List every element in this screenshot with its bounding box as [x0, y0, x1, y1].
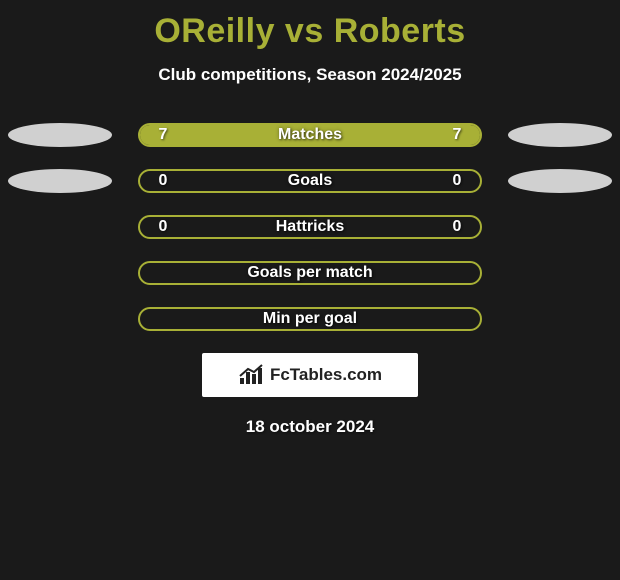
stat-value-right: 7: [442, 125, 472, 145]
footer-brand-text: FcTables.com: [270, 365, 382, 385]
stat-row: Hattricks0 0: [0, 215, 620, 241]
date-text: 18 october 2024: [0, 417, 620, 437]
player-right-ellipse: [508, 169, 612, 193]
stat-value-right: 0: [442, 217, 472, 237]
player-left-ellipse: [8, 169, 112, 193]
page-title: OReilly vs Roberts: [0, 0, 620, 51]
stat-bar: Hattricks0 0: [138, 215, 482, 239]
footer-brand-card: FcTables.com: [202, 353, 418, 397]
stat-row: Matches7 7: [0, 123, 620, 149]
stat-row: Goals per match: [0, 261, 620, 287]
stat-value-left: 0: [148, 217, 178, 237]
stat-area: Matches77Goals00Hattricks00Goals per mat…: [0, 123, 620, 333]
player-right-ellipse: [508, 123, 612, 147]
comparison-infographic: OReilly vs Roberts Club competitions, Se…: [0, 0, 620, 580]
stat-label: Matches: [140, 125, 480, 145]
stat-row: Min per goal: [0, 307, 620, 333]
stat-bar: Goals0 0: [138, 169, 482, 193]
stat-value-left: 0: [148, 171, 178, 191]
stat-bar: Min per goal: [138, 307, 482, 331]
stat-label: Goals per match: [140, 263, 480, 283]
stat-label: Goals: [140, 171, 480, 191]
player-left-ellipse: [8, 123, 112, 147]
bar-chart-icon: [238, 364, 264, 386]
stat-label: Hattricks: [140, 217, 480, 237]
page-subtitle: Club competitions, Season 2024/2025: [0, 65, 620, 85]
stat-bar: Matches7 7: [138, 123, 482, 147]
stat-label: Min per goal: [140, 309, 480, 329]
stat-value-right: 0: [442, 171, 472, 191]
stat-row: Goals0 0: [0, 169, 620, 195]
stat-value-left: 7: [148, 125, 178, 145]
stat-bar: Goals per match: [138, 261, 482, 285]
